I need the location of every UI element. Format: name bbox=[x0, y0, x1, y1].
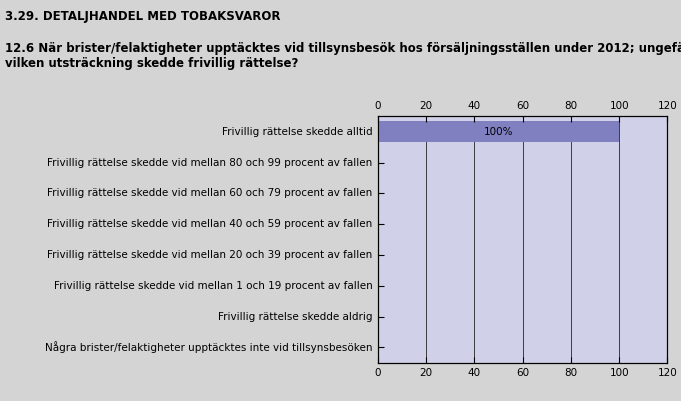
Bar bbox=[378, 121, 619, 142]
Text: 3.29. DETALJHANDEL MED TOBAKSVAROR: 3.29. DETALJHANDEL MED TOBAKSVAROR bbox=[5, 10, 281, 23]
Text: 100%: 100% bbox=[484, 127, 513, 137]
Text: Frivillig rättelse skedde aldrig: Frivillig rättelse skedde aldrig bbox=[218, 312, 373, 322]
Text: Några brister/felaktigheter upptäcktes inte vid tillsynsbesöken: Några brister/felaktigheter upptäcktes i… bbox=[45, 342, 373, 353]
Text: Frivillig rättelse skedde alltid: Frivillig rättelse skedde alltid bbox=[222, 127, 373, 137]
Text: Frivillig rättelse skedde vid mellan 60 och 79 procent av fallen: Frivillig rättelse skedde vid mellan 60 … bbox=[47, 188, 373, 198]
Text: Frivillig rättelse skedde vid mellan 80 och 99 procent av fallen: Frivillig rättelse skedde vid mellan 80 … bbox=[47, 158, 373, 168]
Text: 12.6 När brister/felaktigheter upptäcktes vid tillsynsbesök hos försäljningsstäl: 12.6 När brister/felaktigheter upptäckte… bbox=[5, 42, 681, 70]
Text: Frivillig rättelse skedde vid mellan 1 och 19 procent av fallen: Frivillig rättelse skedde vid mellan 1 o… bbox=[54, 281, 373, 291]
Text: Frivillig rättelse skedde vid mellan 20 och 39 procent av fallen: Frivillig rättelse skedde vid mellan 20 … bbox=[47, 250, 373, 260]
Text: Frivillig rättelse skedde vid mellan 40 och 59 procent av fallen: Frivillig rättelse skedde vid mellan 40 … bbox=[47, 219, 373, 229]
